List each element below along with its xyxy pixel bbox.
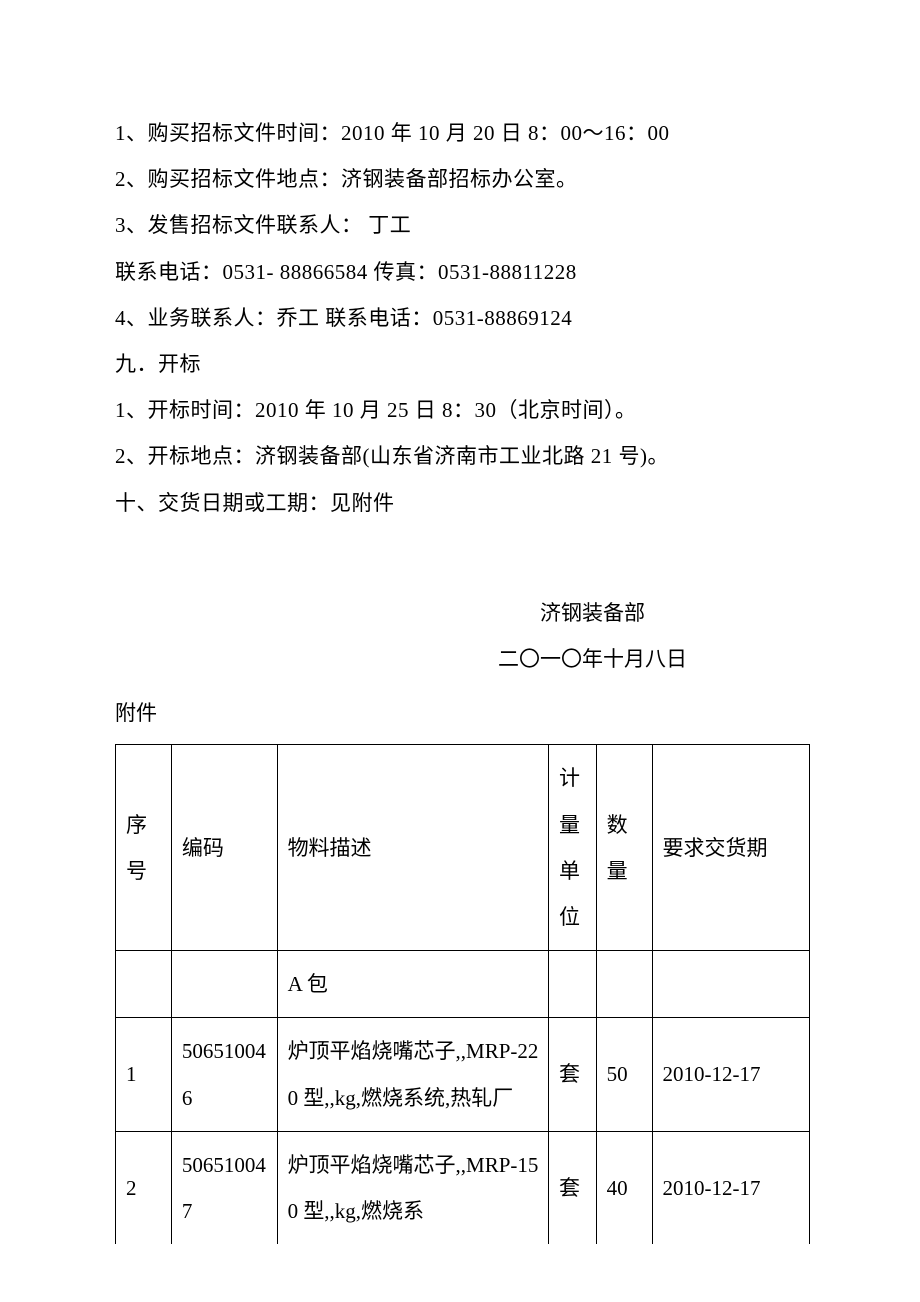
cell-seq: 2: [116, 1131, 172, 1244]
col-due: 要求交货期: [652, 745, 810, 951]
signature-org: 济钢装备部: [115, 590, 810, 636]
body-line-3: 3、发售招标文件联系人： 丁工: [115, 202, 810, 248]
signature-block: 济钢装备部 二〇一〇年十月八日: [115, 590, 810, 682]
col-desc: 物料描述: [277, 745, 548, 951]
cell-desc: 炉顶平焰烧嘴芯子,,MRP-220 型,,kg,燃烧系统,热轧厂: [277, 1018, 548, 1131]
cell-unit: 套: [548, 1131, 596, 1244]
table-header-row: 序号 编码 物料描述 计量单位 数量 要求交货期: [116, 745, 810, 951]
body-line-7: 1、开标时间：2010 年 10 月 25 日 8：30（北京时间）。: [115, 387, 810, 433]
cell-empty: [548, 951, 596, 1018]
body-line-9: 十、交货日期或工期：见附件: [115, 480, 810, 526]
cell-due: 2010-12-17: [652, 1018, 810, 1131]
body-line-1: 1、购买招标文件时间：2010 年 10 月 20 日 8：00～16：00: [115, 110, 810, 156]
cell-code: 506510047: [171, 1131, 277, 1244]
cell-section-desc: A 包: [277, 951, 548, 1018]
cell-empty: [652, 951, 810, 1018]
body-line-5: 4、业务联系人：乔工 联系电话：0531-88869124: [115, 295, 810, 341]
cell-unit: 套: [548, 1018, 596, 1131]
body-line-8: 2、开标地点：济钢装备部(山东省济南市工业北路 21 号)。: [115, 433, 810, 479]
table-section-row: A 包: [116, 951, 810, 1018]
col-seq: 序号: [116, 745, 172, 951]
body-line-6: 九．开标: [115, 341, 810, 387]
table-row: 1 506510046 炉顶平焰烧嘴芯子,,MRP-220 型,,kg,燃烧系统…: [116, 1018, 810, 1131]
col-unit: 计量单位: [548, 745, 596, 951]
document-body: 1、购买招标文件时间：2010 年 10 月 20 日 8：00～16：00 2…: [115, 110, 810, 526]
cell-seq: 1: [116, 1018, 172, 1131]
body-line-4: 联系电话：0531- 88866584 传真：0531-88811228: [115, 249, 810, 295]
signature-date: 二〇一〇年十月八日: [115, 636, 810, 682]
cell-desc: 炉顶平焰烧嘴芯子,,MRP-150 型,,kg,燃烧系: [277, 1131, 548, 1244]
cell-empty: [171, 951, 277, 1018]
table-row: 2 506510047 炉顶平焰烧嘴芯子,,MRP-150 型,,kg,燃烧系 …: [116, 1131, 810, 1244]
attachment-label: 附件: [115, 688, 810, 738]
cell-qty: 50: [596, 1018, 652, 1131]
col-qty: 数量: [596, 745, 652, 951]
body-line-2: 2、购买招标文件地点：济钢装备部招标办公室。: [115, 156, 810, 202]
cell-empty: [596, 951, 652, 1018]
col-code: 编码: [171, 745, 277, 951]
cell-qty: 40: [596, 1131, 652, 1244]
cell-due: 2010-12-17: [652, 1131, 810, 1244]
cell-code: 506510046: [171, 1018, 277, 1131]
attachment-table: 序号 编码 物料描述 计量单位 数量 要求交货期 A 包 1 506510046…: [115, 744, 810, 1244]
cell-empty: [116, 951, 172, 1018]
